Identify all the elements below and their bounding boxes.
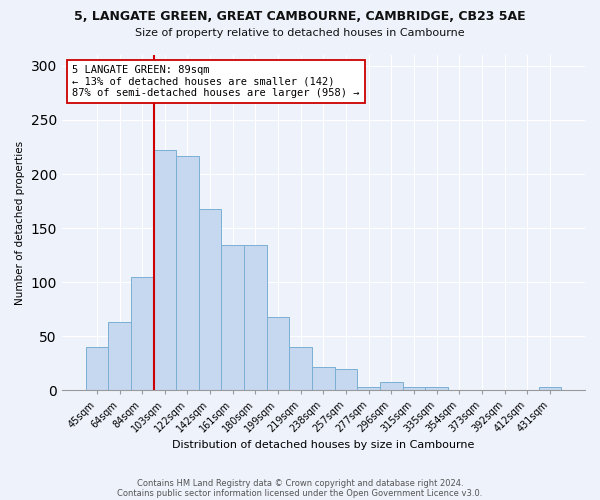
Bar bbox=[244, 246, 267, 390]
Text: Contains public sector information licensed under the Open Government Licence v3: Contains public sector information licen… bbox=[118, 488, 482, 498]
Bar bbox=[267, 317, 289, 390]
Text: Size of property relative to detached houses in Cambourne: Size of property relative to detached ho… bbox=[135, 28, 465, 38]
Y-axis label: Number of detached properties: Number of detached properties bbox=[15, 140, 25, 305]
Bar bbox=[199, 208, 221, 390]
X-axis label: Distribution of detached houses by size in Cambourne: Distribution of detached houses by size … bbox=[172, 440, 475, 450]
Bar bbox=[403, 387, 425, 390]
Bar bbox=[86, 347, 108, 391]
Bar bbox=[289, 347, 312, 391]
Bar bbox=[312, 366, 335, 390]
Bar bbox=[539, 387, 561, 390]
Bar bbox=[425, 387, 448, 390]
Bar bbox=[154, 150, 176, 390]
Bar bbox=[108, 322, 131, 390]
Text: 5 LANGATE GREEN: 89sqm
← 13% of detached houses are smaller (142)
87% of semi-de: 5 LANGATE GREEN: 89sqm ← 13% of detached… bbox=[72, 65, 360, 98]
Bar bbox=[358, 387, 380, 390]
Bar bbox=[176, 156, 199, 390]
Text: 5, LANGATE GREEN, GREAT CAMBOURNE, CAMBRIDGE, CB23 5AE: 5, LANGATE GREEN, GREAT CAMBOURNE, CAMBR… bbox=[74, 10, 526, 23]
Bar bbox=[131, 277, 154, 390]
Bar bbox=[335, 369, 358, 390]
Text: Contains HM Land Registry data © Crown copyright and database right 2024.: Contains HM Land Registry data © Crown c… bbox=[137, 478, 463, 488]
Bar bbox=[380, 382, 403, 390]
Bar bbox=[221, 246, 244, 390]
